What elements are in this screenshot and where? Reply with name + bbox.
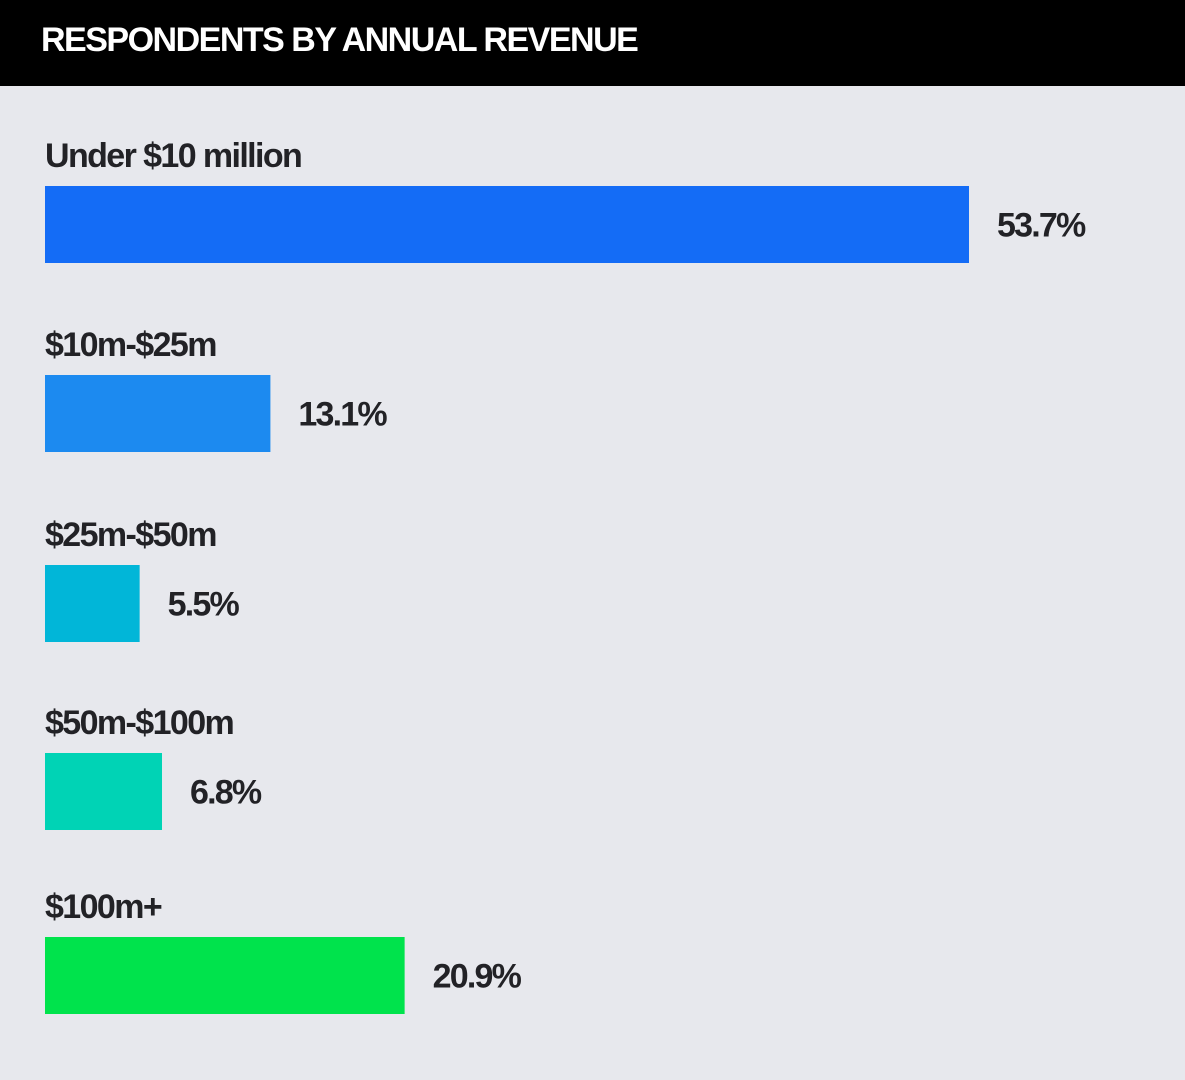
value-label: 53.7% — [997, 207, 1086, 245]
value-label: 13.1% — [298, 396, 387, 434]
chart-header: RESPONDENTS BY ANNUAL REVENUE — [0, 0, 1185, 86]
bar — [45, 937, 405, 1014]
bar — [45, 753, 163, 830]
bar — [45, 565, 140, 642]
chart-title: RESPONDENTS BY ANNUAL REVENUE — [41, 21, 639, 59]
category-label: $25m-$50m — [45, 516, 216, 554]
category-label: Under $10 million — [45, 137, 301, 175]
bar — [45, 186, 969, 263]
category-label: $10m-$25m — [45, 326, 216, 364]
value-label: 20.9% — [433, 958, 522, 996]
bar — [45, 375, 271, 452]
category-label: $50m-$100m — [45, 704, 234, 742]
value-label: 5.5% — [168, 586, 240, 624]
value-label: 6.8% — [190, 774, 262, 812]
bar-chart: Under $10 million 53.7% $10m-$25m 13.1% $25m… — [45, 137, 1088, 1014]
category-label: $100m+ — [45, 888, 162, 926]
